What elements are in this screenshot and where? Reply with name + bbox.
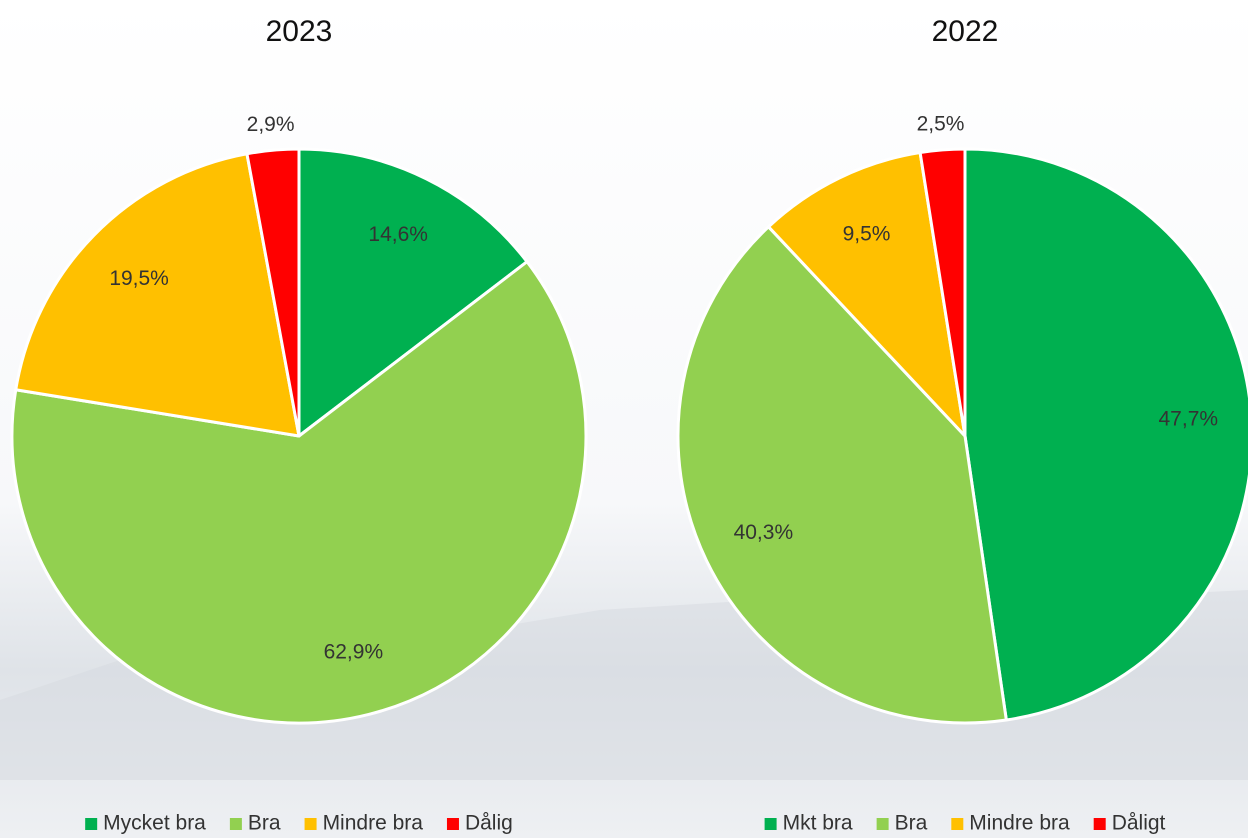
legend-swatch <box>85 818 98 830</box>
slice-label: 14,6% <box>368 223 428 246</box>
slice-label: 19,5% <box>109 267 169 290</box>
legend-text: Mindre bra <box>969 812 1070 835</box>
slice-label: 62,9% <box>324 641 384 664</box>
legend-text: Mkt bra <box>783 812 853 835</box>
legend-swatch <box>229 818 242 830</box>
legend-swatch <box>764 818 777 830</box>
slice-label: 47,7% <box>1159 407 1219 430</box>
slice-label: 9,5% <box>843 223 891 246</box>
legend-swatch <box>876 818 889 830</box>
legend-text: Bra <box>895 812 928 835</box>
pie-slice <box>918 147 967 438</box>
legend-text: Mycket bra <box>103 812 206 835</box>
slice-label: 2,9% <box>247 113 295 136</box>
legend-swatch <box>304 818 317 830</box>
pie-slice <box>767 151 967 438</box>
legend-text: Dåligt <box>1112 812 1166 835</box>
legend-swatch <box>446 818 459 830</box>
pie-slice <box>297 147 529 438</box>
legend-text: Mindre bra <box>323 812 424 835</box>
pie-slice <box>676 225 1008 725</box>
legend-swatch <box>951 818 964 830</box>
pie-slice <box>245 147 301 438</box>
slice-label: 40,3% <box>734 521 794 544</box>
legend-text: Bra <box>248 812 281 835</box>
chart-title: 2022 <box>932 15 999 48</box>
pie-slice <box>963 147 1248 722</box>
legend-swatch <box>1093 818 1106 830</box>
legend-text: Dålig <box>465 812 513 835</box>
pie-slice <box>14 152 301 438</box>
pie-slice <box>10 260 588 725</box>
slice-label: 2,5% <box>917 113 965 136</box>
chart-title: 2023 <box>266 15 333 48</box>
